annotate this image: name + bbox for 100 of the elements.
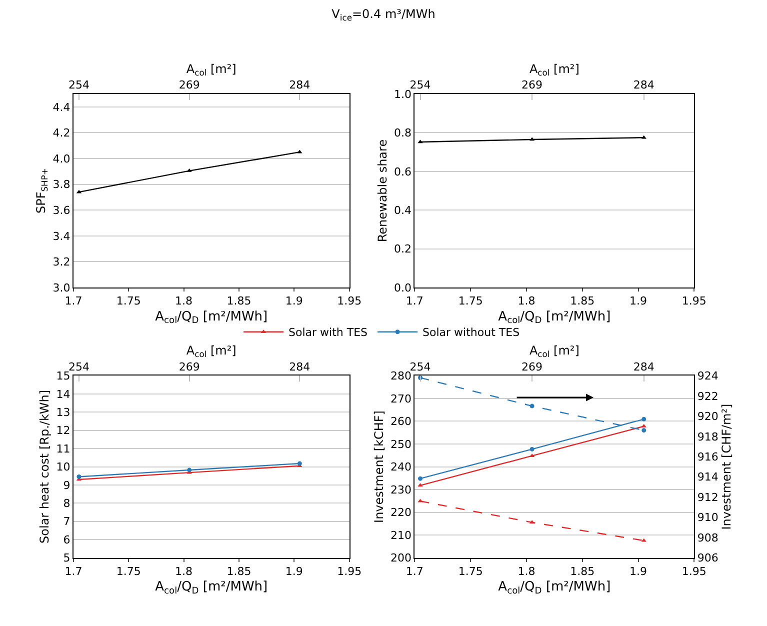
y2-tick-label: 912	[697, 490, 718, 504]
x-tick-label: 1.85	[226, 294, 252, 308]
x-tick-label: 1.9	[285, 564, 303, 578]
x2-tick-label: 284	[289, 78, 310, 92]
x2-tick-label: 269	[522, 78, 543, 92]
text: V$_{ice}$=0.4 m³/MWh	[332, 6, 436, 22]
y-tick-label: 210	[390, 528, 412, 542]
point	[418, 483, 423, 487]
point	[187, 468, 192, 472]
y2-tick-label: 920	[697, 410, 718, 424]
x2-tick-label: 284	[633, 360, 654, 374]
y-tick-label: 220	[390, 506, 412, 520]
x-tick-label: 1.75	[116, 294, 141, 308]
point	[530, 446, 534, 452]
x-axis-title: A$_{col}$/Q$_{D}$ [m²/MWh]	[155, 309, 268, 326]
x-tick-label: 1.85	[570, 564, 595, 578]
y-tick-label: 13	[56, 406, 70, 419]
x-axis-title: A$_{col}$/Q$_{D}$ [m²/MWh]	[498, 309, 611, 326]
x2-tick-label: 254	[68, 360, 90, 374]
y2-tick-label: 914	[697, 470, 718, 484]
x-tick-label: 1.7	[406, 294, 424, 308]
x-tick-label: 1.9	[630, 564, 648, 578]
x2-tick-label: 254	[410, 78, 431, 92]
y-tick-label: 9	[63, 478, 70, 492]
y-tick-label: 250	[390, 438, 412, 451]
x-tick-label: 1.95	[682, 564, 706, 578]
point	[76, 474, 82, 480]
x-tick-label: 1.9	[285, 294, 303, 308]
y-tick-label: 3.0	[52, 281, 70, 294]
y-tick-label: 14	[56, 388, 70, 401]
x2-axis-title: A$_{col}$ [m²]	[186, 62, 236, 78]
y-tick-label: 10	[56, 460, 70, 474]
x-tick-label: 1.7	[64, 564, 82, 578]
y-tick-label: 12	[56, 424, 70, 438]
y-axis-title: Investment [kCHF]	[372, 410, 386, 523]
x-tick-label: 1.8	[175, 294, 193, 308]
y-tick-label: 0.0	[394, 281, 412, 294]
y-tick-label: 15	[56, 370, 70, 383]
legend-label: Solar with TES	[288, 326, 368, 340]
x2-tick-label: 284	[633, 78, 654, 92]
x-tick-label: 1.85	[570, 294, 595, 308]
x2-tick-label: 269	[522, 360, 543, 374]
y2-tick-label: 922	[697, 390, 718, 403]
x-axis-title: A$_{col}$/Q$_{D}$ [m²/MWh]	[498, 580, 611, 596]
y-tick-label: 3.6	[52, 204, 70, 217]
y-tick-label: 3.2	[52, 256, 70, 269]
y-tick-label: 0.6	[394, 165, 412, 178]
y-tick-label: 4.0	[52, 152, 70, 166]
x-tick-label: 1.95	[682, 294, 706, 308]
y-tick-label: 3.8	[52, 178, 70, 192]
y2-tick-label: 906	[697, 552, 718, 565]
y-tick-label: 3.4	[52, 230, 70, 243]
y-tick-label: 240	[390, 460, 412, 474]
y2-axis-title: Investment [CHF/m²]	[719, 404, 734, 530]
y-tick-label: 230	[390, 483, 412, 496]
x2-axis-title: A$_{col}$ [m²]	[186, 344, 236, 360]
y-tick-label: 1.0	[394, 88, 412, 101]
y-tick-label: 6	[63, 533, 70, 546]
y-axis-title: Renewable share	[375, 139, 390, 242]
x2-tick-label: 254	[68, 78, 90, 92]
x-tick-label: 1.75	[116, 564, 141, 578]
x-tick-label: 1.85	[226, 564, 252, 578]
x2-axis-title: A$_{col}$ [m²]	[529, 62, 580, 78]
x2-tick-label: 269	[178, 360, 200, 374]
legend-label: Solar without TES	[422, 326, 520, 340]
x2-tick-label: 254	[410, 360, 431, 374]
y2-tick-label: 908	[697, 531, 718, 544]
y-tick-label: 0.2	[394, 242, 412, 256]
x-tick-label: 1.8	[518, 294, 536, 308]
y2-tick-label: 918	[697, 430, 718, 444]
y-tick-label: 11	[56, 442, 70, 456]
point	[418, 498, 423, 502]
point	[297, 461, 302, 466]
point	[530, 404, 534, 408]
x-axis-title: A$_{col}$/Q$_{D}$ [m²/MWh]	[155, 580, 268, 596]
y2-tick-label: 916	[697, 450, 718, 464]
x-tick-label: 1.7	[64, 294, 82, 308]
point	[642, 416, 646, 422]
y-tick-label: 8	[63, 497, 70, 510]
x-tick-label: 1.7	[406, 564, 424, 578]
y-tick-label: 260	[390, 415, 412, 428]
y-tick-label: 4.2	[52, 126, 70, 140]
point	[642, 428, 646, 433]
x-tick-label: 1.75	[458, 294, 483, 308]
x-tick-label: 1.75	[458, 564, 483, 578]
y-tick-label: 0.4	[394, 204, 412, 217]
y-axis-title: Solar heat cost [Rp./kWh]	[38, 390, 52, 544]
y-tick-label: 0.8	[394, 126, 412, 140]
x-tick-label: 1.9	[630, 294, 648, 308]
x-tick-label: 1.95	[337, 564, 362, 578]
y-tick-label: 280	[390, 370, 412, 383]
y-tick-label: 200	[390, 552, 412, 565]
y-tick-label: 4.4	[52, 100, 70, 114]
x2-tick-label: 284	[289, 360, 310, 374]
x2-tick-label: 269	[178, 78, 200, 92]
point	[641, 424, 646, 428]
x-tick-label: 1.8	[518, 564, 536, 578]
point	[418, 476, 423, 481]
y2-tick-label: 924	[697, 370, 718, 383]
y2-tick-label: 910	[697, 511, 718, 524]
